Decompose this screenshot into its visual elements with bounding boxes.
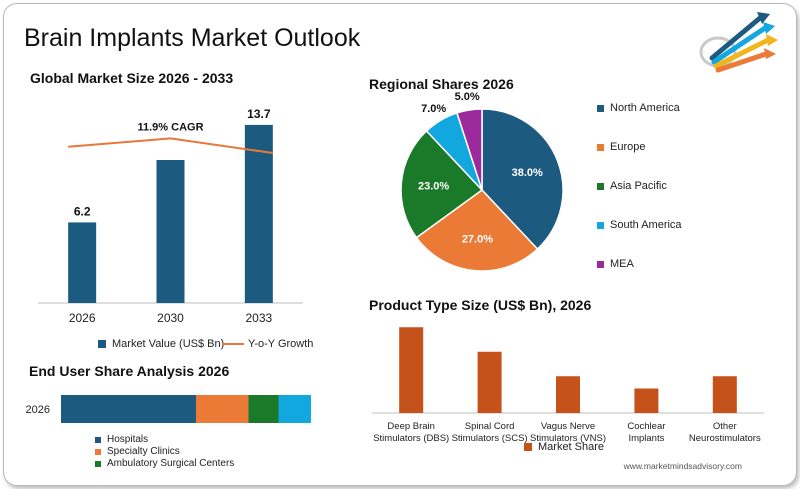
- legend-line-yoy: [222, 343, 244, 345]
- pie-slice-europe: [415, 189, 539, 272]
- end-user-segment-hospitals: [61, 395, 196, 423]
- market-tick-2033: 2033: [245, 311, 272, 325]
- legend-swatch-market-share: [524, 443, 532, 451]
- chart-arrows-logo: [699, 12, 778, 73]
- product-tick-2: Vagus Nerve Stimulators (VNS): [530, 421, 606, 444]
- product-tick-line: Spinal Cord: [465, 421, 515, 432]
- legend-swatch-europe: [597, 143, 604, 151]
- product-tick-line: Neurostimulators: [689, 433, 761, 444]
- legend-label-europe: Europe: [610, 141, 646, 153]
- market-data-label-2026: 6.2: [74, 204, 91, 218]
- legend-label-asia-pacific: Asia Pacific: [610, 180, 667, 192]
- legend-label-yoy: Y-o-Y Growth: [248, 338, 314, 350]
- legend-swatch-north-america: [597, 104, 604, 112]
- legend-label-market-share: Market Share: [538, 441, 605, 453]
- pie-label-mea: 5.0%: [455, 91, 480, 103]
- legend-market-value: Market Value (US$ Bn): [98, 338, 224, 350]
- end-user-segment-ambulatory-surgical-centers: [248, 395, 279, 423]
- pie-slice-north-america: [481, 108, 564, 251]
- product-bar-2: [556, 376, 580, 413]
- legend-swatch-market-value: [98, 340, 106, 348]
- pie-slice-asia-pacific: [400, 129, 484, 239]
- market-tick-2026: 2026: [69, 311, 96, 325]
- product-bar-3: [634, 388, 659, 413]
- legend-label-south-america: South America: [610, 219, 682, 231]
- legend-north-america: North America: [597, 102, 680, 114]
- end-user-title: End User Share Analysis 2026: [29, 363, 230, 379]
- end-user-category-label: 2026: [26, 404, 50, 416]
- legend-hospitals: Hospitals: [95, 434, 148, 445]
- product-tick-4: Other Neurostimulators: [689, 421, 761, 444]
- market-size-title: Global Market Size 2026 - 2033: [30, 70, 234, 86]
- pie-label-europe: 27.0%: [462, 233, 493, 245]
- product-bar-0: [399, 327, 424, 413]
- pie-slice-mea: [456, 108, 483, 191]
- market-data-label-2033: 13.7: [247, 107, 271, 121]
- product-tick-line: Deep Brain: [387, 421, 435, 432]
- pie-label-south-america: 7.0%: [421, 103, 446, 115]
- legend-label-specialty-clinics: Specialty Clinics: [107, 446, 180, 457]
- end-user-segment-other: [278, 395, 311, 423]
- product-tick-3: Cochlear Implants: [627, 421, 665, 444]
- product-tick-line: Other: [713, 421, 737, 432]
- legend-asia-pacific: Asia Pacific: [597, 180, 667, 192]
- pie-label-asia-pacific: 23.0%: [418, 180, 449, 192]
- legend-swatch-specialty-clinics: [95, 448, 101, 455]
- product-tick-line: Implants: [628, 433, 664, 444]
- legend-mea: MEA: [597, 258, 634, 270]
- product-tick-line: Stimulators (SCS): [452, 433, 528, 444]
- market-tick-2030: 2030: [157, 311, 184, 325]
- yoy-growth-line: [68, 137, 273, 154]
- legend-south-america: South America: [597, 219, 682, 231]
- legend-label-mea: MEA: [610, 258, 634, 270]
- footer-url: www.marketmindsadvisory.com: [623, 461, 742, 471]
- legend-market-share: Market Share: [524, 441, 604, 453]
- legend-swatch-mea: [597, 260, 604, 268]
- legend-swatch-hospitals: [95, 436, 101, 443]
- cagr-annotation: 11.9% CAGR: [137, 121, 203, 133]
- product-type-title: Product Type Size (US$ Bn), 2026: [369, 297, 592, 313]
- legend-specialty-clinics: Specialty Clinics: [95, 446, 180, 457]
- product-bar-1: [477, 351, 502, 413]
- product-tick-1: Spinal Cord Stimulators (SCS): [452, 421, 528, 444]
- legend-europe: Europe: [597, 141, 645, 153]
- pie-label-north-america: 38.0%: [512, 167, 543, 179]
- legend-swatch-ambulatory: [95, 460, 101, 467]
- product-tick-line: Stimulators (DBS): [373, 433, 449, 444]
- market-bar-2030: [156, 160, 185, 303]
- legend-label-ambulatory: Ambulatory Surgical Centers: [107, 458, 235, 469]
- legend-ambulatory: Ambulatory Surgical Centers: [95, 458, 234, 469]
- product-tick-0: Deep Brain Stimulators (DBS): [373, 421, 449, 444]
- legend-yoy-growth: Y-o-Y Growth: [222, 338, 313, 350]
- product-tick-line: Stimulators (VNS): [530, 433, 606, 444]
- product-tick-line: Cochlear: [627, 421, 665, 432]
- product-tick-line: Vagus Nerve: [541, 421, 595, 432]
- product-bar-4: [712, 376, 737, 413]
- legend-label-market-value: Market Value (US$ Bn): [112, 338, 225, 350]
- legend-swatch-asia-pacific: [597, 182, 604, 190]
- market-bar-2033: [244, 124, 273, 304]
- legend-label-hospitals: Hospitals: [107, 434, 149, 445]
- market-bar-2026: [68, 222, 97, 303]
- page-title: Brain Implants Market Outlook: [24, 24, 361, 52]
- legend-swatch-south-america: [597, 221, 604, 229]
- legend-label-north-america: North America: [610, 102, 680, 114]
- end-user-segment-specialty-clinics: [196, 395, 249, 423]
- regional-shares-title: Regional Shares 2026: [369, 76, 514, 92]
